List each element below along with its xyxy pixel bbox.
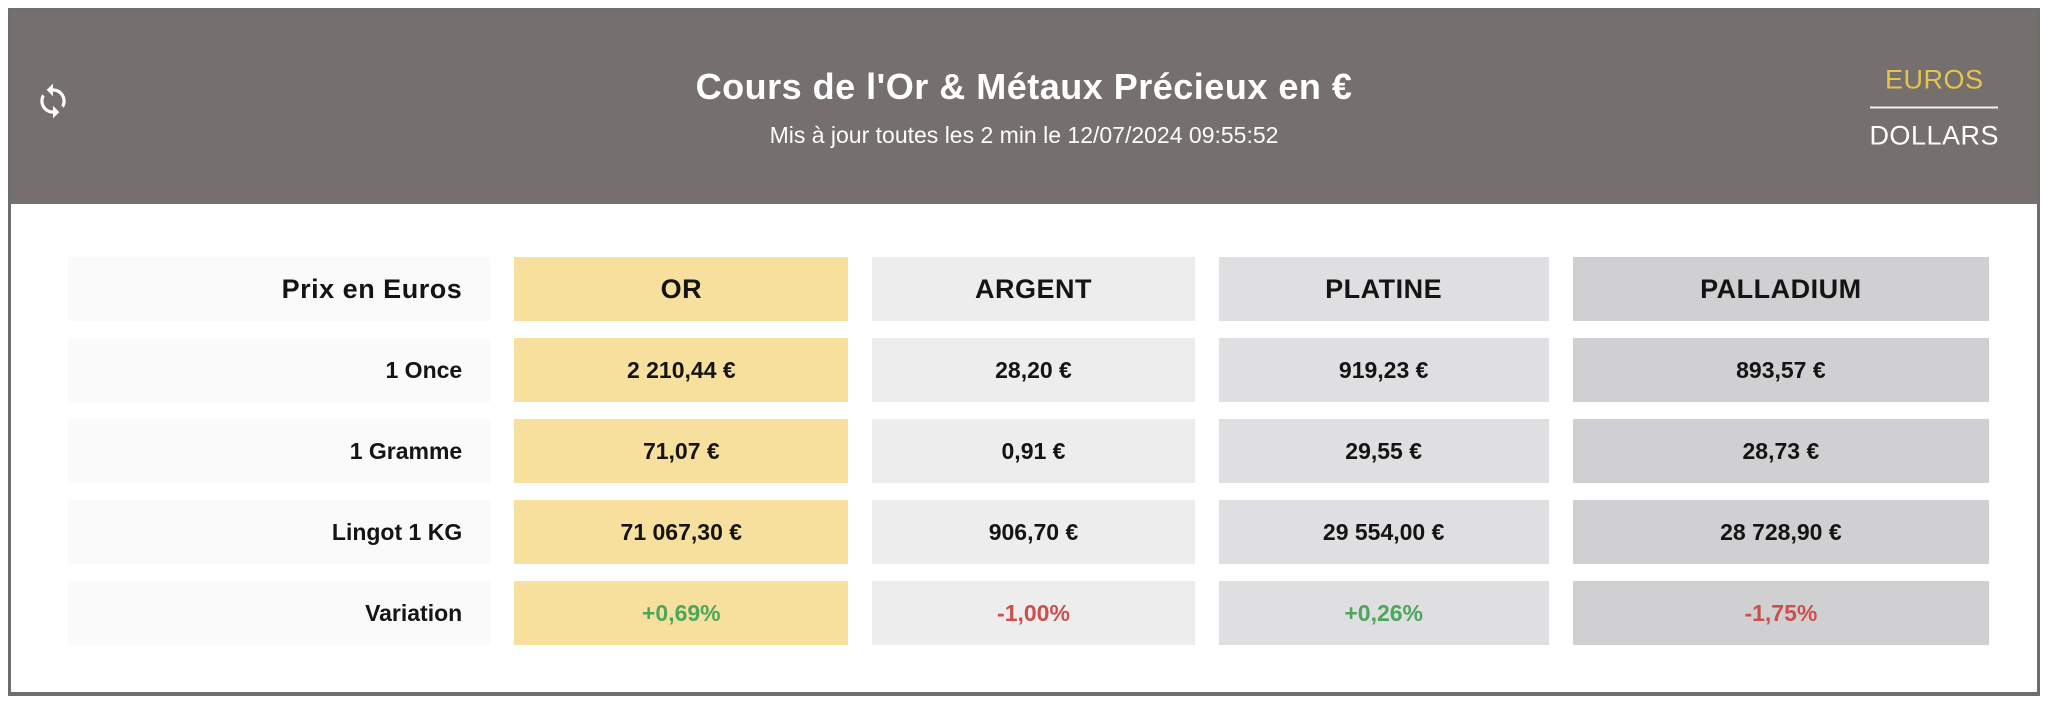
cell-platine-gramme: 29,55 € (1218, 419, 1549, 483)
cell-platine-variation: +0,26% (1218, 581, 1549, 645)
widget-header: Cours de l'Or & Métaux Précieux en € Mis… (11, 11, 2037, 204)
cell-or-once: 2 210,44 € (514, 338, 849, 402)
cell-palladium-variation: -1,75% (1572, 581, 1989, 645)
column-header-platine: PLATINE (1218, 257, 1549, 321)
currency-option-dollars[interactable]: DOLLARS (1865, 118, 2003, 153)
row-label-lingot: Lingot 1 KG (68, 500, 491, 564)
column-header-argent: ARGENT (872, 257, 1195, 321)
column-header-palladium: PALLADIUM (1572, 257, 1989, 321)
cell-palladium-gramme: 28,73 € (1572, 419, 1989, 483)
cell-palladium-once: 893,57 € (1572, 338, 1989, 402)
cell-palladium-lingot: 28 728,90 € (1572, 500, 1989, 564)
row-label-once: 1 Once (68, 338, 491, 402)
table-corner-label: Prix en Euros (68, 257, 491, 321)
row-label-variation: Variation (68, 581, 491, 645)
column-header-or: OR (514, 257, 849, 321)
cell-platine-lingot: 29 554,00 € (1218, 500, 1549, 564)
table-content-area: Prix en Euros OR ARGENT PLATINE PALLADIU… (11, 204, 2037, 645)
price-table: Prix en Euros OR ARGENT PLATINE PALLADIU… (68, 257, 1989, 645)
currency-option-euros[interactable]: EUROS (1881, 62, 1988, 97)
gold-price-widget: Cours de l'Or & Métaux Précieux en € Mis… (8, 8, 2040, 696)
sync-icon (34, 82, 72, 120)
cell-or-variation: +0,69% (514, 581, 849, 645)
cell-argent-lingot: 906,70 € (872, 500, 1195, 564)
cell-or-gramme: 71,07 € (514, 419, 849, 483)
toggle-divider (1870, 106, 1999, 108)
cell-argent-variation: -1,00% (872, 581, 1195, 645)
cell-or-lingot: 71 067,30 € (514, 500, 849, 564)
refresh-button[interactable] (31, 79, 75, 123)
row-label-gramme: 1 Gramme (68, 419, 491, 483)
currency-toggle: EUROS DOLLARS (1865, 62, 2003, 153)
cell-argent-once: 28,20 € (872, 338, 1195, 402)
page-title: Cours de l'Or & Métaux Précieux en € (695, 66, 1353, 107)
cell-platine-once: 919,23 € (1218, 338, 1549, 402)
last-updated-text: Mis à jour toutes les 2 min le 12/07/202… (769, 122, 1279, 148)
cell-argent-gramme: 0,91 € (872, 419, 1195, 483)
